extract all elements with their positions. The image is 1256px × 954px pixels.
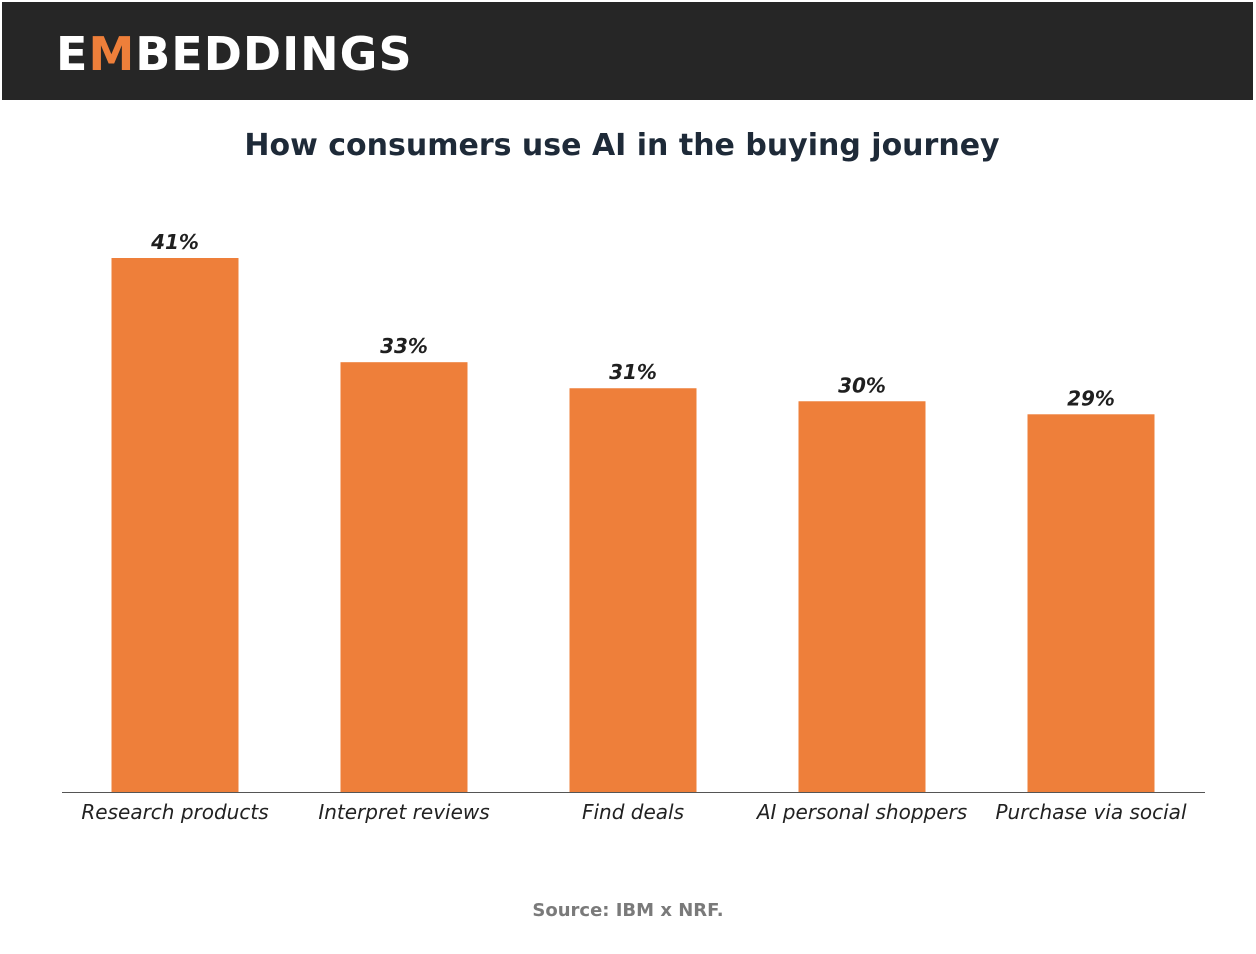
header-bar: E M BEDDINGS xyxy=(2,2,1253,100)
chart-title: How consumers use AI in the buying journ… xyxy=(244,128,1000,163)
bar-0 xyxy=(111,258,239,792)
bar-value-label-3: 30% xyxy=(838,373,886,397)
bar-value-label-4: 29% xyxy=(1067,386,1115,410)
bar-3 xyxy=(798,401,926,792)
logo-prefix: E xyxy=(56,27,89,81)
logo-accent: M xyxy=(88,27,136,81)
bar-value-label-0: 41% xyxy=(150,230,199,254)
bar-1 xyxy=(340,362,468,792)
source-note: Source: IBM x NRF. xyxy=(532,900,724,921)
category-label-4: Purchase via social xyxy=(996,800,1187,824)
category-label-2: Find deals xyxy=(582,800,684,824)
category-label-0: Research products xyxy=(81,800,268,824)
logo-suffix: BEDDINGS xyxy=(135,27,413,81)
bar-2 xyxy=(569,388,697,792)
bar-value-label-2: 31% xyxy=(609,360,657,384)
bar-chart: 41% Research products 33% Interpret reviews… xyxy=(62,230,1205,824)
bar-4 xyxy=(1027,414,1155,792)
bar-value-label-1: 33% xyxy=(380,334,428,358)
category-label-3: AI personal shoppers xyxy=(755,800,967,824)
embeddings-logo: E M BEDDINGS xyxy=(56,30,413,78)
category-label-1: Interpret reviews xyxy=(318,800,489,824)
